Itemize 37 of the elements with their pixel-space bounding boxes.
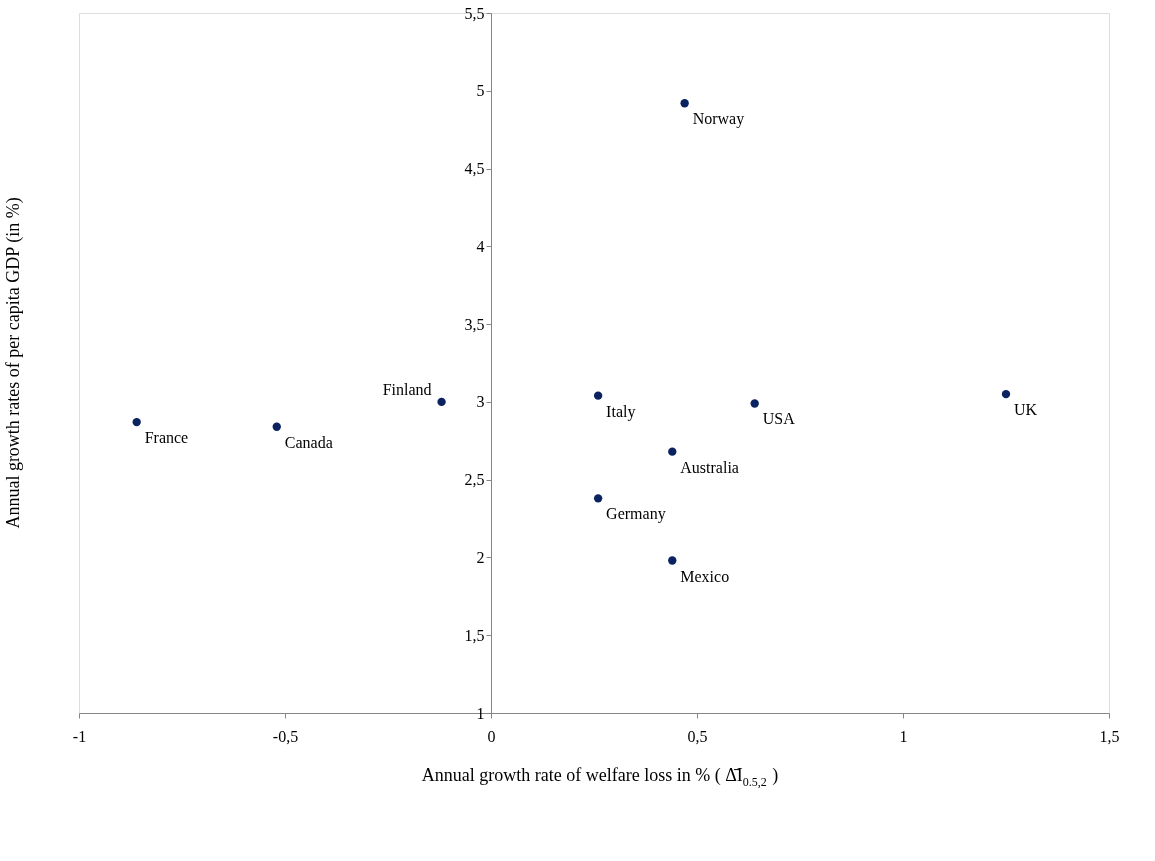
text: Norway	[692, 110, 745, 128]
x-tick-label: 1	[899, 727, 908, 745]
text: USA	[762, 410, 795, 428]
x-tick-label: -1	[72, 727, 87, 745]
text: Finland	[382, 380, 432, 398]
text: UK	[1014, 401, 1038, 419]
y-tick-label: 5,5	[464, 4, 485, 22]
y-tick-label: 4,5	[464, 160, 485, 178]
point	[593, 391, 603, 400]
point	[437, 397, 446, 407]
x-tick-label: 1,5	[1099, 727, 1120, 745]
text: France	[144, 429, 189, 447]
point	[593, 494, 603, 503]
y-tick-label: 3	[476, 393, 485, 411]
y-tick-label: 1	[476, 704, 485, 722]
y-axis-title: Annual growth rates of per capita GDP (in %)	[3, 197, 24, 529]
y-tick-label: 4	[476, 237, 485, 255]
point	[132, 417, 141, 427]
point	[750, 399, 759, 408]
y-tick-label: 2	[476, 548, 485, 566]
text: Mexico	[680, 567, 730, 585]
text: Germany	[606, 505, 666, 523]
text: Australia	[680, 458, 739, 476]
x-tick-label: 0,5	[687, 727, 708, 745]
point	[1001, 389, 1011, 399]
point	[272, 422, 281, 431]
x-tick-label: 0	[487, 727, 496, 745]
y-tick-label: 2,5	[464, 471, 485, 489]
text: Canada	[284, 433, 333, 451]
point	[668, 556, 677, 565]
text: Italy	[606, 402, 636, 420]
y-tick-label: 5	[476, 82, 485, 100]
y-tick-label: 3,5	[464, 315, 485, 333]
x-tick-label: -0,5	[272, 727, 299, 745]
point	[668, 447, 677, 456]
y-tick-label: 1,5	[464, 626, 485, 644]
point	[680, 99, 689, 108]
